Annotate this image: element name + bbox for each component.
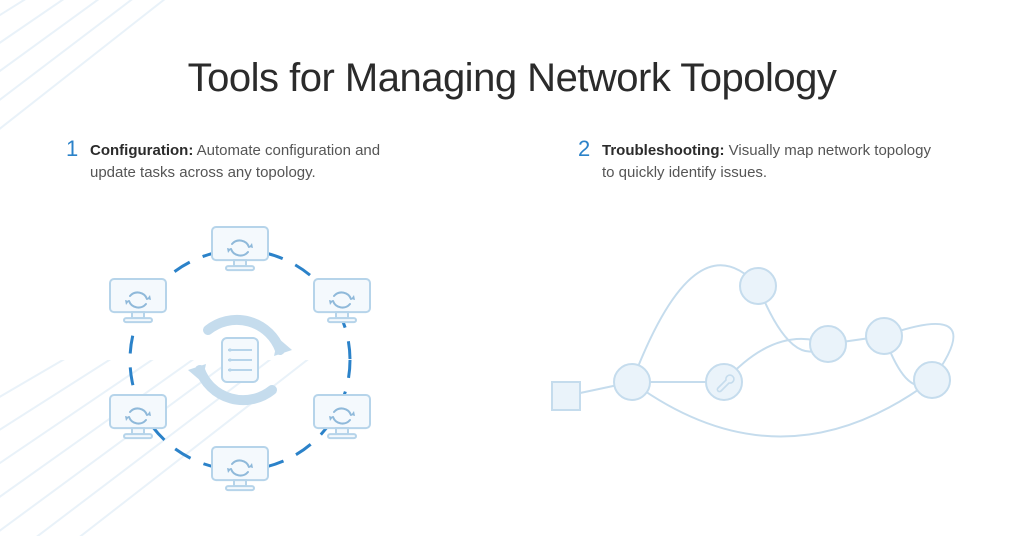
section-troubleshooting: 2 Troubleshooting: Visually map network … [512, 140, 1024, 184]
section-desc-1: Configuration: Automate configuration an… [90, 140, 430, 184]
topology-node [614, 364, 650, 400]
topology-node-square [552, 382, 580, 410]
section-number-2: 2 [578, 136, 590, 162]
topology-node [914, 362, 950, 398]
columns: 1 Configuration: Automate configuration … [0, 140, 1024, 184]
monitor-icon [110, 279, 166, 322]
server-icon [222, 338, 258, 382]
topology-node [866, 318, 902, 354]
monitor-icon [314, 279, 370, 322]
page-root: Tools for Managing Network Topology 1 Co… [0, 0, 1024, 536]
section-heading-1: Configuration: [90, 142, 193, 159]
topology-node [740, 268, 776, 304]
monitor-icon [212, 447, 268, 490]
section-desc-2: Troubleshooting: Visually map network to… [602, 140, 942, 184]
troubleshooting-diagram [512, 240, 992, 500]
page-title: Tools for Managing Network Topology [0, 56, 1024, 101]
monitor-icon [212, 227, 268, 270]
section-configuration: 1 Configuration: Automate configuration … [0, 140, 512, 184]
section-heading-2: Troubleshooting: [602, 142, 724, 159]
topology-node [810, 326, 846, 362]
configuration-diagram [80, 210, 400, 510]
section-number-1: 1 [66, 136, 78, 162]
